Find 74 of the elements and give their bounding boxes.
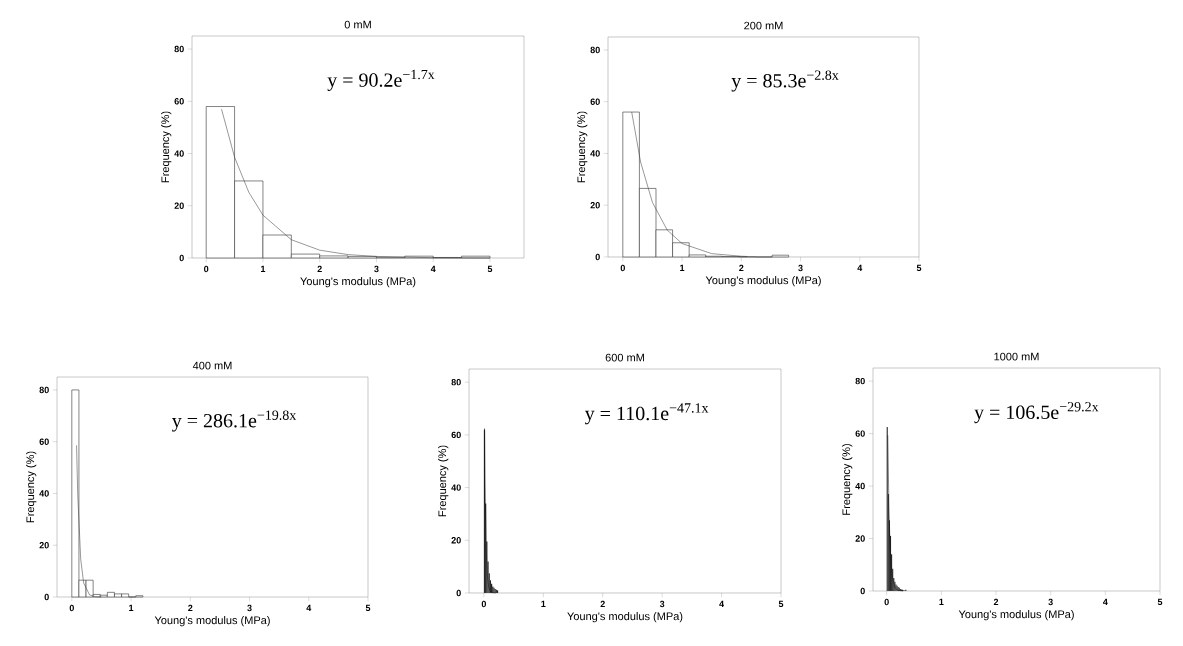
x-tick-label: 5 (365, 604, 371, 612)
x-tick-label: 2 (739, 264, 744, 272)
y-axis-title: Frequency (%) (161, 111, 172, 183)
x-tick-label: 3 (374, 265, 379, 273)
x-tick-label: 1 (541, 600, 546, 607)
x-tick-label: 2 (188, 604, 193, 612)
y-tick-label: 20 (174, 202, 184, 209)
x-tick-label: 4 (1102, 598, 1108, 605)
y-tick-label: 60 (451, 431, 461, 439)
x-tick-label: 3 (1048, 598, 1053, 606)
x-tick-label: 3 (659, 600, 665, 608)
y-axis-title: Frequency (%) (577, 111, 588, 183)
y-tick-label: 60 (855, 430, 865, 437)
x-axis-title: Young's modulus (MPa) (300, 277, 416, 288)
x-tick-label: 1 (680, 264, 685, 271)
y-tick-label: 20 (39, 542, 49, 549)
y-tick-label: 80 (39, 386, 49, 394)
annotation: y = 85.3e$^{−2.8x}$ (731, 70, 839, 92)
y-tick-label: 40 (451, 484, 461, 491)
y-tick-label: 0 (860, 587, 865, 595)
y-tick-label: 0 (456, 589, 461, 597)
x-tick-label: 2 (600, 600, 605, 608)
x-tick-label: 3 (247, 604, 252, 612)
y-tick-label: 80 (451, 378, 461, 386)
x-tick-label: 5 (487, 265, 493, 273)
chart-title: 0 mM (344, 20, 371, 29)
y-tick-label: 60 (174, 98, 184, 105)
x-tick-label: 0 (204, 265, 209, 273)
x-axis-title: Young's modulus (MPa) (705, 276, 821, 287)
annotation: y = 90.2e$^{−1.7x}$ (327, 69, 435, 91)
x-tick-label: 0 (620, 264, 625, 272)
x-tick-label: 0 (884, 598, 889, 606)
y-axis-title: Frequency (%) (438, 445, 449, 517)
x-tick-label: 5 (916, 264, 922, 272)
x-axis-title: Young's modulus (MPa) (958, 610, 1074, 621)
chart-title: 400 mM (192, 361, 232, 370)
x-tick-label: 0 (69, 604, 74, 612)
y-tick-label: 20 (451, 537, 461, 544)
y-tick-label: 60 (590, 98, 600, 105)
x-axis-title: Young's modulus (MPa) (567, 612, 683, 623)
y-tick-label: 80 (174, 45, 184, 53)
x-tick-label: 4 (430, 265, 436, 272)
y-tick-label: 20 (590, 202, 600, 209)
chart-title: 200 mM (744, 21, 783, 30)
x-tick-label: 3 (798, 264, 803, 272)
x-tick-label: 4 (857, 264, 863, 271)
x-tick-label: 2 (993, 598, 999, 606)
annotation: y = 106.5e$^{−29.2x}$ (974, 402, 1099, 424)
y-tick-label: 40 (590, 150, 600, 157)
x-tick-label: 5 (778, 600, 784, 608)
annotation: y = 286.1e$^{−19.8x}$ (172, 410, 297, 432)
chart-title: 600 mM (605, 353, 644, 362)
x-tick-label: 5 (1157, 598, 1163, 606)
y-tick-label: 80 (590, 46, 600, 54)
annotation: y = 110.1e$^{−47.1x}$ (584, 403, 709, 425)
x-axis-title: Young's modulus (MPa) (154, 616, 270, 627)
x-tick-label: 4 (719, 600, 725, 607)
x-tick-label: 1 (261, 265, 266, 272)
x-tick-label: 1 (129, 604, 134, 611)
y-tick-label: 20 (855, 535, 865, 542)
y-tick-label: 40 (174, 150, 184, 157)
y-tick-label: 0 (595, 253, 600, 261)
y-tick-label: 40 (855, 482, 865, 490)
y-tick-label: 80 (855, 377, 865, 385)
x-tick-label: 2 (317, 265, 322, 273)
y-tick-label: 60 (39, 438, 49, 445)
x-tick-label: 1 (939, 598, 944, 605)
y-tick-label: 40 (39, 490, 49, 497)
chart-title: 1000 mM (994, 352, 1039, 361)
x-tick-label: 0 (481, 600, 486, 608)
y-axis-title: Frequency (%) (842, 444, 853, 515)
y-tick-label: 0 (179, 254, 184, 262)
y-axis-title: Frequency (%) (26, 451, 37, 523)
x-tick-label: 4 (306, 604, 312, 611)
